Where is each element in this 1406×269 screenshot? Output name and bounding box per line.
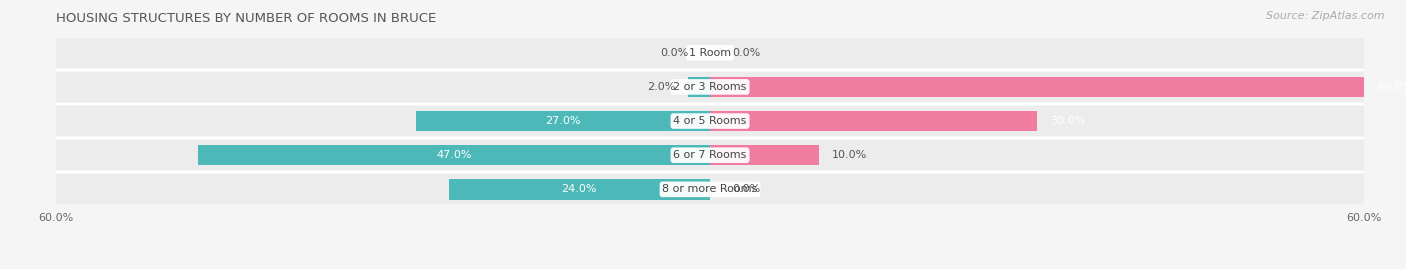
Text: 60.0%: 60.0% <box>1376 82 1406 92</box>
Text: 8 or more Rooms: 8 or more Rooms <box>662 184 758 194</box>
Bar <box>56 38 1364 68</box>
Bar <box>710 145 818 165</box>
Text: 27.0%: 27.0% <box>546 116 581 126</box>
Bar <box>198 145 710 165</box>
Bar <box>689 77 710 97</box>
Text: 0.0%: 0.0% <box>731 184 761 194</box>
Text: 47.0%: 47.0% <box>436 150 471 160</box>
Text: 2.0%: 2.0% <box>647 82 675 92</box>
Text: 6 or 7 Rooms: 6 or 7 Rooms <box>673 150 747 160</box>
Bar <box>416 111 710 131</box>
Text: 10.0%: 10.0% <box>832 150 868 160</box>
Bar <box>710 77 1364 97</box>
Text: 0.0%: 0.0% <box>659 48 689 58</box>
Text: Source: ZipAtlas.com: Source: ZipAtlas.com <box>1267 11 1385 21</box>
Text: 24.0%: 24.0% <box>561 184 598 194</box>
Bar <box>449 179 710 200</box>
Bar <box>56 174 1364 204</box>
Bar <box>56 140 1364 170</box>
Text: 1 Room: 1 Room <box>689 48 731 58</box>
Text: 0.0%: 0.0% <box>731 48 761 58</box>
Bar <box>56 106 1364 136</box>
Text: 4 or 5 Rooms: 4 or 5 Rooms <box>673 116 747 126</box>
Text: HOUSING STRUCTURES BY NUMBER OF ROOMS IN BRUCE: HOUSING STRUCTURES BY NUMBER OF ROOMS IN… <box>56 12 436 25</box>
Text: 30.0%: 30.0% <box>1050 116 1085 126</box>
Bar <box>56 72 1364 102</box>
Text: 2 or 3 Rooms: 2 or 3 Rooms <box>673 82 747 92</box>
Bar <box>710 111 1038 131</box>
